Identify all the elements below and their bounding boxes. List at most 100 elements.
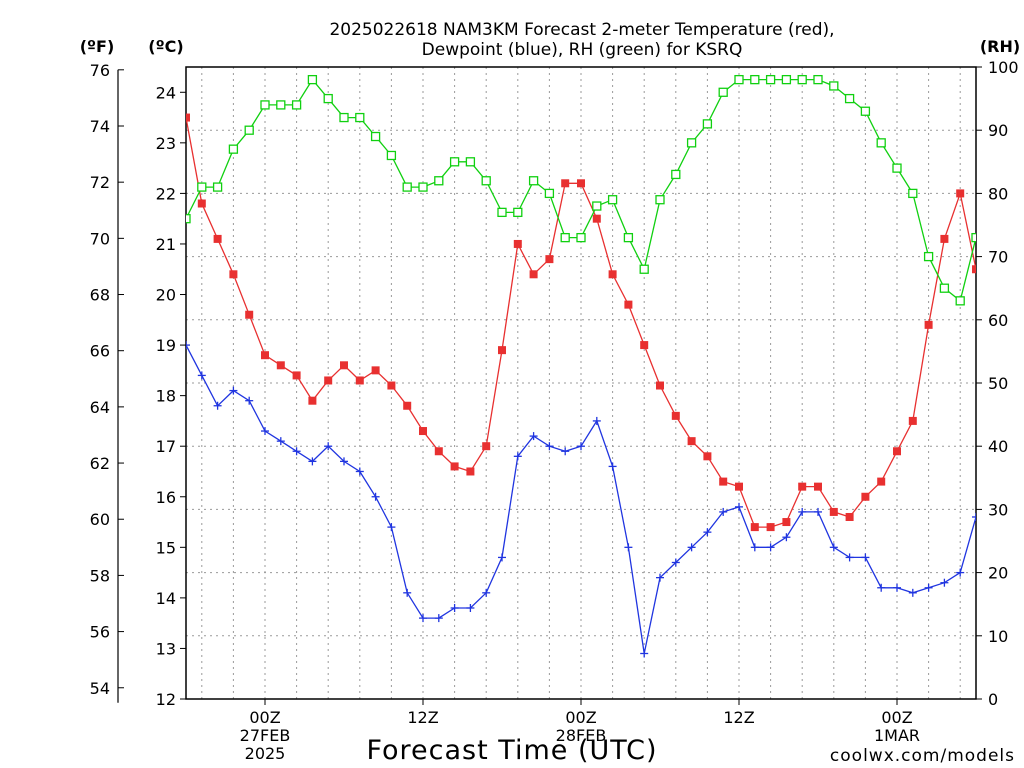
dewpoint-point — [340, 457, 348, 466]
dewpoint-point — [308, 457, 317, 466]
rh-tick-label: 90 — [988, 121, 1008, 140]
temperature-point — [308, 396, 317, 405]
celsius-tick-label: 24 — [156, 83, 176, 102]
rh-point — [244, 125, 254, 135]
x-tick-date-label: 28FEB — [556, 726, 607, 745]
temperature-point — [434, 447, 443, 456]
dewpoint-point — [482, 588, 491, 597]
rh-point — [260, 100, 270, 110]
rh-point — [734, 74, 744, 85]
dewpoint-point — [403, 588, 412, 597]
rh-point — [876, 138, 886, 148]
dewpoint-point — [324, 442, 333, 451]
temperature-point — [245, 310, 254, 319]
celsius-tick-label: 13 — [156, 639, 176, 658]
dewpoint-point — [845, 553, 854, 562]
rh-point — [765, 74, 776, 85]
rh-point — [923, 251, 934, 262]
temperature-point — [482, 442, 491, 451]
rh-axis-unit: (RH) — [980, 37, 1020, 56]
celsius-tick-label: 12 — [156, 690, 176, 709]
temperature-point — [276, 361, 285, 370]
celsius-tick-label: 18 — [156, 387, 176, 406]
rh-point — [370, 131, 381, 142]
celsius-tick-label: 23 — [156, 134, 176, 153]
temperature-point — [861, 492, 870, 501]
x-tick-year-label: 2025 — [245, 744, 286, 763]
temperature-point — [735, 482, 743, 491]
dewpoint-point — [197, 371, 206, 380]
x-axis-label: Forecast Time (UTC) — [366, 735, 657, 766]
temperature-point — [750, 523, 759, 532]
dewpoint-point — [186, 341, 190, 350]
temperature-point — [340, 361, 348, 370]
temperature-point — [213, 234, 222, 243]
rh-point — [829, 81, 839, 91]
rh-tick-label: 10 — [988, 627, 1008, 646]
temperature-point — [640, 341, 649, 350]
dewpoint-point — [893, 583, 901, 592]
rh-tick-label: 70 — [988, 248, 1008, 267]
rh-point — [718, 87, 728, 97]
fahrenheit-tick-label: 54 — [90, 679, 110, 698]
fahrenheit-tick-label: 68 — [90, 286, 110, 305]
rh-point — [623, 232, 634, 243]
fahrenheit-tick-label: 70 — [90, 229, 110, 248]
dewpoint-point — [529, 432, 538, 441]
series-layer — [186, 74, 976, 658]
rh-point — [465, 157, 476, 167]
temperature-point — [656, 381, 664, 390]
celsius-tick-label: 22 — [156, 184, 176, 203]
celsius-tick-label: 19 — [156, 336, 176, 355]
temperature-point — [498, 346, 506, 355]
x-tick-label: 12Z — [407, 708, 438, 727]
rh-point — [434, 176, 444, 186]
temperature-point — [403, 401, 412, 410]
rh-tick-label: 60 — [988, 311, 1008, 330]
rh-point — [939, 283, 950, 293]
temperature-point — [719, 477, 728, 486]
rh-point — [576, 232, 586, 243]
dewpoint-point — [213, 401, 222, 410]
rh-point — [212, 182, 223, 192]
dewpoint-point — [750, 543, 759, 552]
temperature-point — [513, 239, 522, 248]
rh-point — [908, 188, 918, 199]
dewpoint-point — [498, 553, 506, 562]
dewpoint-point — [940, 578, 949, 587]
temperature-point — [529, 270, 538, 279]
rh-tick-label: 80 — [988, 184, 1008, 203]
dewpoint-point — [577, 442, 585, 451]
temperature-point — [814, 482, 822, 491]
temperature-point — [908, 416, 917, 425]
dewpoint-point — [972, 512, 976, 521]
rh-point — [639, 264, 649, 274]
rh-tick-label: 100 — [988, 58, 1019, 77]
dewpoint-point — [419, 614, 427, 623]
rh-point — [339, 112, 349, 123]
x-tick-label: 00Z — [249, 708, 280, 727]
rh-point — [197, 182, 207, 192]
temperature-point — [893, 447, 901, 456]
dewpoint-point — [545, 442, 554, 451]
rh-point — [449, 157, 460, 167]
temperature-point — [371, 366, 380, 375]
rh-point — [186, 214, 191, 224]
temperature-point — [940, 234, 949, 243]
dewpoint-point — [245, 396, 254, 405]
temperature-point — [592, 214, 601, 223]
temperature-point — [466, 467, 475, 476]
fahrenheit-tick-label: 62 — [90, 454, 110, 473]
temperature-point — [545, 255, 554, 264]
rh-tick-label: 40 — [988, 437, 1008, 456]
celsius-tick-label: 21 — [156, 235, 176, 254]
rh-point — [528, 176, 539, 186]
rh-point — [860, 106, 871, 116]
dewpoint-point — [814, 507, 822, 516]
dewpoint-series — [186, 341, 976, 658]
temperature-point — [766, 523, 775, 532]
chart-subtitle: Dewpoint (blue), RH (green) for KSRQ — [422, 40, 743, 60]
rh-point — [844, 93, 855, 104]
fahrenheit-tick-label: 64 — [90, 398, 110, 417]
rh-point — [307, 74, 318, 85]
